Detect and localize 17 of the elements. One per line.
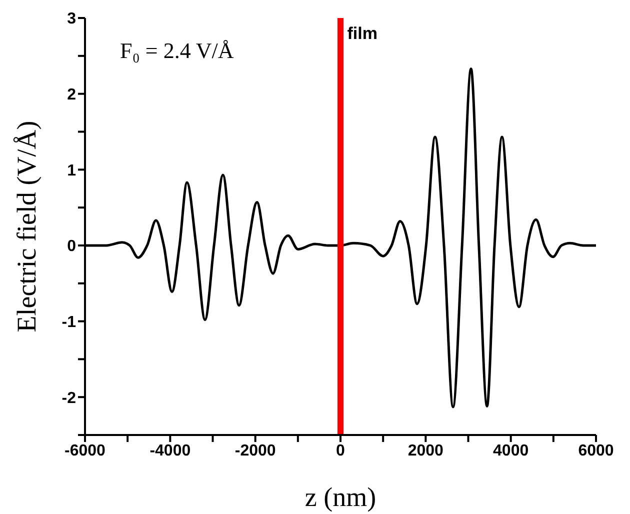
y-tick-label: 2 bbox=[67, 86, 76, 104]
x-tick-label: -6000 bbox=[64, 442, 106, 460]
annotation: F₀ = 2.4 V/Å bbox=[120, 38, 234, 64]
x-tick-label: 2000 bbox=[408, 442, 444, 460]
y-tick-label: -1 bbox=[62, 314, 76, 331]
x-tick-label: 4000 bbox=[493, 442, 529, 460]
ref-line-label: film bbox=[347, 24, 378, 44]
x-tick-label: -2000 bbox=[234, 442, 276, 460]
x-axis-title: z (nm) bbox=[304, 482, 376, 512]
y-tick-label: -2 bbox=[62, 390, 76, 407]
y-axis-title: Electric field (V/Å) bbox=[12, 120, 42, 332]
y-tick-label: 3 bbox=[67, 10, 76, 28]
x-tick-label: 6000 bbox=[578, 442, 614, 460]
y-tick-label: 1 bbox=[67, 162, 76, 180]
x-tick-label: 0 bbox=[336, 442, 346, 460]
y-tick-label: 0 bbox=[67, 238, 76, 256]
x-tick-label: -4000 bbox=[150, 442, 191, 460]
